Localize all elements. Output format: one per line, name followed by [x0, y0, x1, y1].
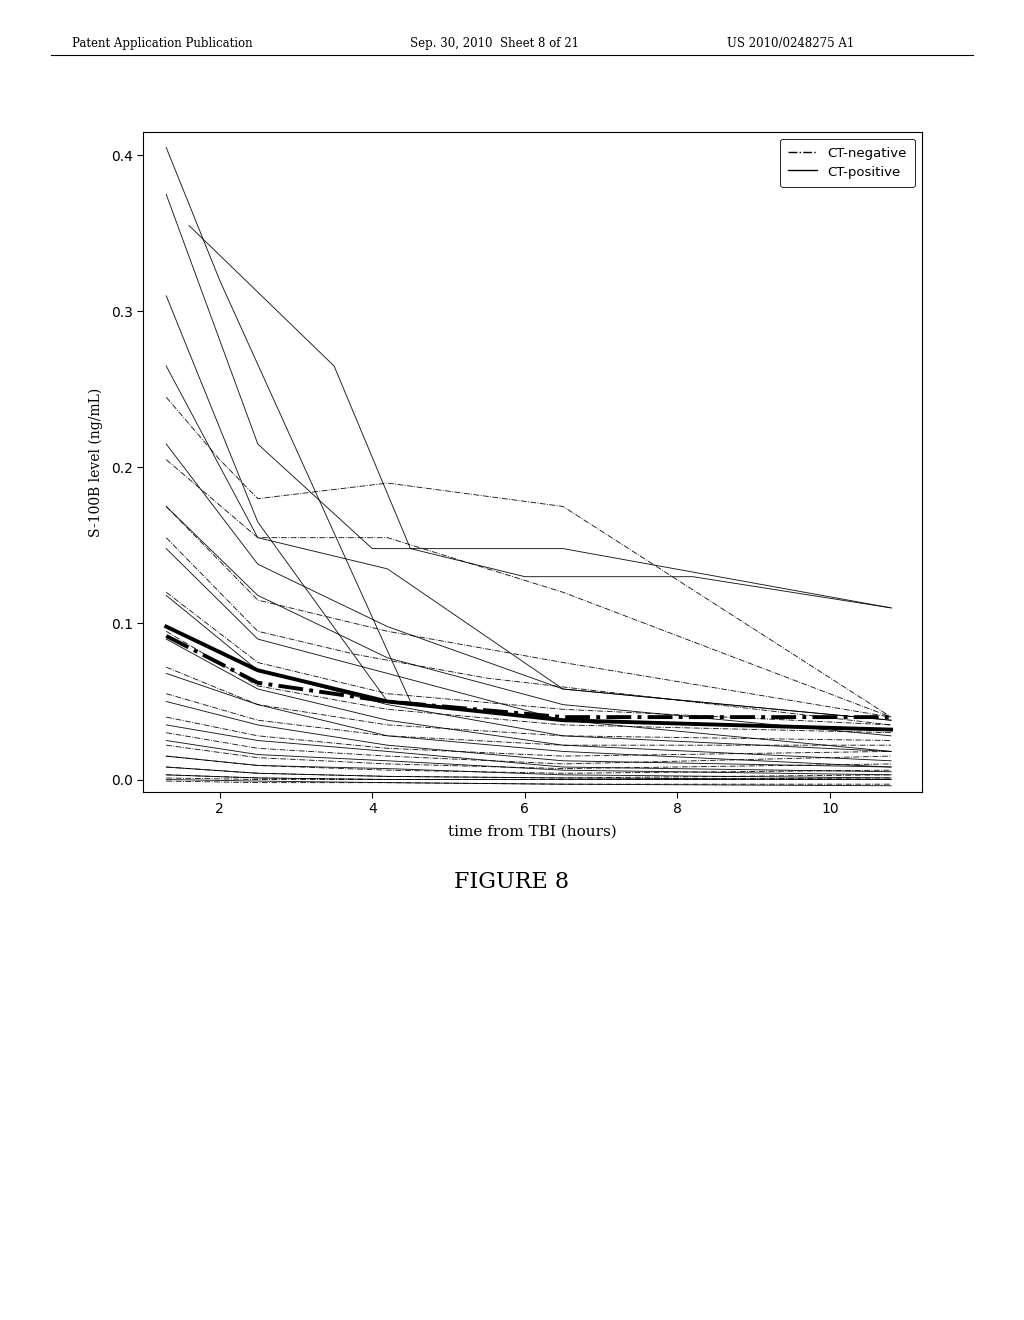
- Text: US 2010/0248275 A1: US 2010/0248275 A1: [727, 37, 854, 50]
- Y-axis label: S-100B level (ng/mL): S-100B level (ng/mL): [88, 387, 102, 537]
- Text: Patent Application Publication: Patent Application Publication: [72, 37, 252, 50]
- Legend: CT-negative, CT-positive: CT-negative, CT-positive: [780, 139, 915, 186]
- Text: FIGURE 8: FIGURE 8: [455, 871, 569, 894]
- Text: Sep. 30, 2010  Sheet 8 of 21: Sep. 30, 2010 Sheet 8 of 21: [410, 37, 579, 50]
- X-axis label: time from TBI (hours): time from TBI (hours): [449, 825, 616, 838]
